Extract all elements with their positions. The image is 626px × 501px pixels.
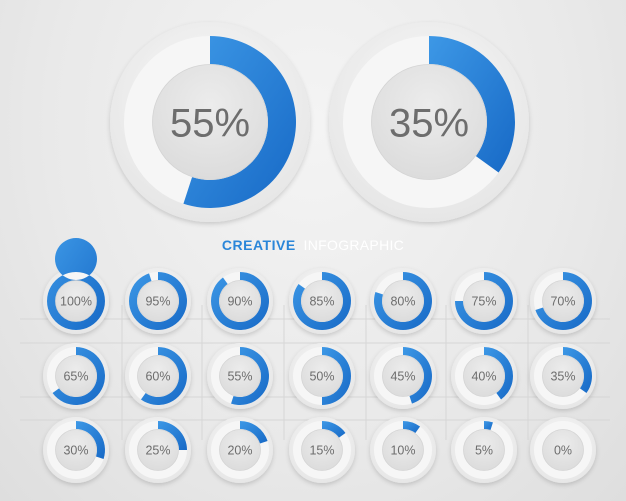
small-donut-grid: 100% 95% 90% 85% 80% 75% 70% 65% 60% 55% 50% 45% 40%…	[43, 238, 596, 483]
small-donut-center	[55, 355, 97, 397]
small-donut-label: 70%	[550, 295, 575, 309]
small-donut-center	[463, 280, 505, 322]
small-donut-label: 95%	[145, 295, 170, 309]
large-donut-arc	[183, 36, 297, 208]
small-donut-label: 30%	[63, 444, 88, 458]
small-donut-arc	[484, 421, 493, 431]
small-donut-center	[301, 355, 343, 397]
large-donut-group: 55% 35%	[110, 22, 529, 222]
small-donut-label: 20%	[227, 444, 252, 458]
small-donut-20: 0%	[530, 417, 596, 483]
small-donut-center	[382, 355, 424, 397]
small-donut-17: 15%	[289, 417, 355, 483]
small-donut-center	[137, 355, 179, 397]
small-donut-12: 40%	[451, 343, 517, 409]
small-donut-label: 100%	[60, 295, 92, 309]
small-donut-center	[301, 429, 343, 471]
large-donut-center	[152, 64, 268, 180]
small-donut-arc	[322, 421, 346, 438]
small-donut-19: 5%	[451, 417, 517, 483]
small-donut-4: 80%	[370, 268, 436, 334]
small-donut-center	[137, 280, 179, 322]
small-donut-arc	[484, 347, 513, 400]
small-donut-10: 50%	[289, 343, 355, 409]
small-donut-center	[542, 355, 584, 397]
small-donut-16: 20%	[207, 417, 273, 483]
small-donut-18: 10%	[370, 417, 436, 483]
small-donut-13: 35%	[530, 343, 596, 409]
small-donut-center	[542, 429, 584, 471]
small-donut-label: 0%	[554, 444, 572, 458]
small-donut-label: 5%	[475, 444, 493, 458]
small-donut-9: 55%	[207, 343, 273, 409]
small-donut-arc	[231, 347, 269, 405]
small-donut-arc	[563, 347, 593, 394]
small-donut-11: 45%	[370, 343, 436, 409]
small-donut-label: 90%	[227, 295, 252, 309]
title-bold: CREATIVE	[222, 237, 296, 253]
small-donut-arc	[158, 421, 187, 450]
small-donut-8: 60%	[125, 343, 191, 409]
small-donut-5: 75%	[451, 268, 517, 334]
small-donut-arc	[403, 421, 421, 434]
small-donut-arc	[403, 347, 432, 404]
large-donut-arc	[429, 36, 515, 173]
large-donut-0: 55%	[110, 22, 310, 222]
small-donut-center	[463, 429, 505, 471]
small-donut-arc	[140, 347, 187, 406]
small-donut-center	[463, 355, 505, 397]
small-donut-center	[137, 429, 179, 471]
small-donut-arc	[76, 421, 106, 459]
large-donut-label: 55%	[170, 101, 250, 145]
small-donut-label: 45%	[390, 370, 415, 384]
small-donut-14: 30%	[43, 417, 109, 483]
small-donut-center	[219, 429, 261, 471]
small-donut-center	[55, 429, 97, 471]
large-donut-1: 35%	[329, 22, 529, 222]
small-donut-arc	[52, 347, 105, 405]
small-donut-center	[219, 355, 261, 397]
small-donut-arc	[240, 421, 268, 444]
small-donut-6: 70%	[530, 268, 596, 334]
small-donut-center	[301, 280, 343, 322]
small-donut-center	[219, 280, 261, 322]
small-donut-label: 25%	[145, 444, 170, 458]
small-donut-label: 10%	[390, 444, 415, 458]
small-donut-center	[542, 280, 584, 322]
small-donut-2: 90%	[207, 268, 273, 334]
small-donut-label: 50%	[309, 370, 334, 384]
small-donut-label: 85%	[309, 295, 334, 309]
large-donut-label: 35%	[389, 101, 469, 145]
small-donut-3: 85%	[289, 268, 355, 334]
small-donut-1: 95%	[125, 268, 191, 334]
small-donut-label: 65%	[63, 370, 88, 384]
small-donut-7: 65%	[43, 343, 109, 409]
small-donut-0: 100%	[43, 238, 109, 334]
small-donut-arc	[322, 347, 351, 405]
small-donut-15: 25%	[125, 417, 191, 483]
small-donut-center	[382, 280, 424, 322]
title-light: INFOGRAPHIC	[304, 237, 405, 253]
infographic-title: CREATIVE INFOGRAPHIC	[222, 237, 404, 253]
small-donut-label: 35%	[550, 370, 575, 384]
small-donut-label: 40%	[471, 370, 496, 384]
small-donut-label: 75%	[471, 295, 496, 309]
small-donut-center	[55, 280, 97, 322]
small-donut-label: 60%	[145, 370, 170, 384]
large-donut-center	[371, 64, 487, 180]
small-donut-label: 15%	[309, 444, 334, 458]
small-donut-label: 55%	[227, 370, 252, 384]
small-donut-center	[382, 429, 424, 471]
small-donut-label: 80%	[390, 295, 415, 309]
